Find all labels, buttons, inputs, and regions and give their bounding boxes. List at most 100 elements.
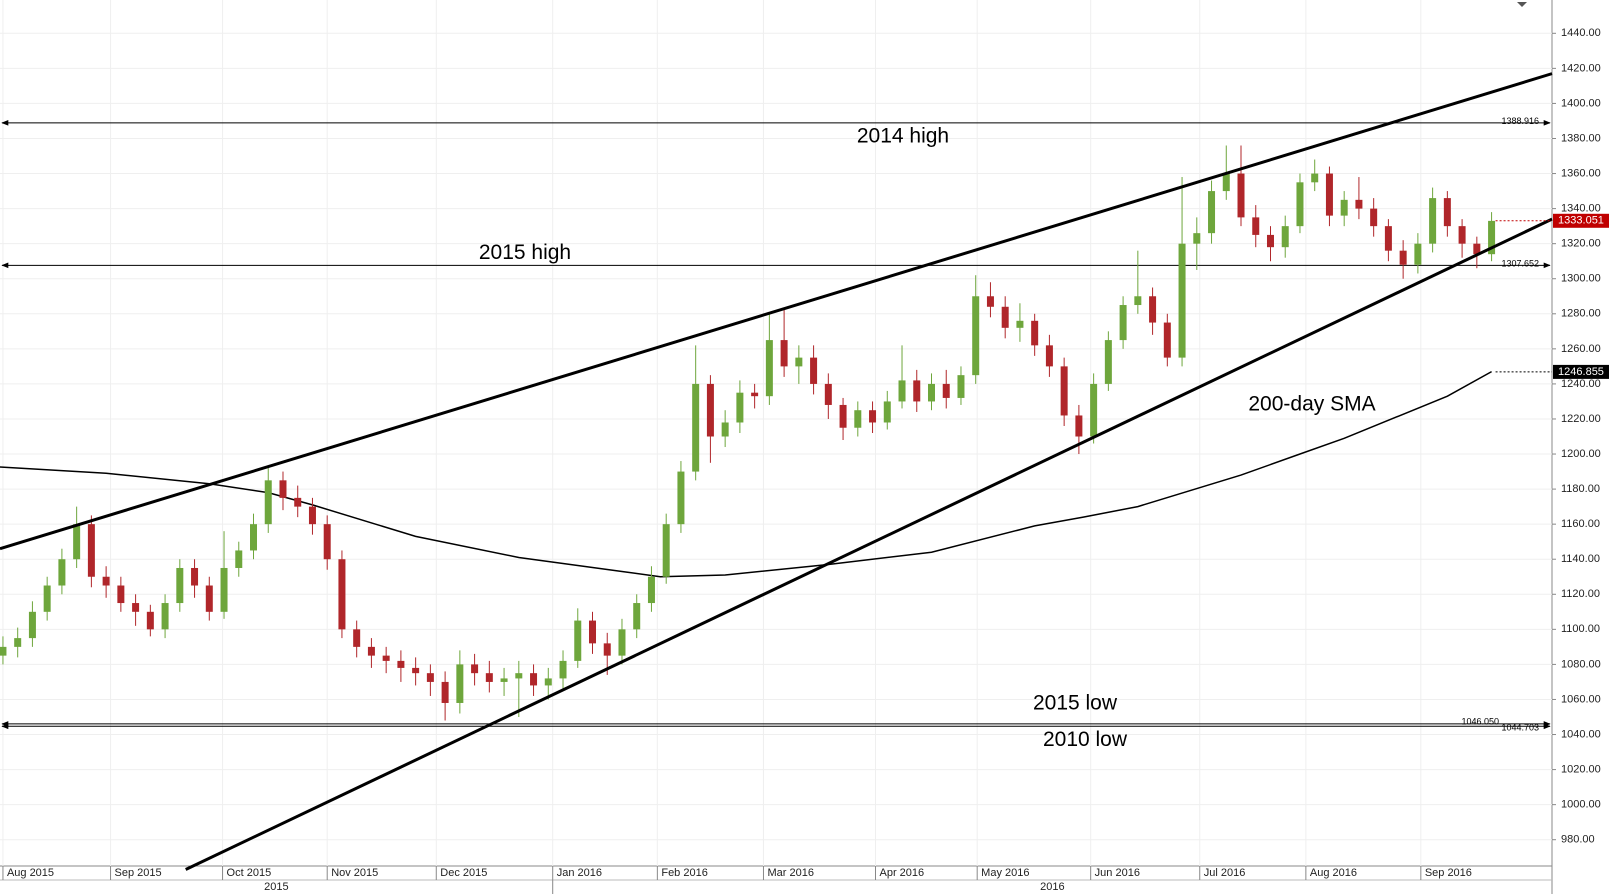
x-tick-label: Mar 2016 (767, 867, 813, 879)
candle-body (589, 620, 597, 644)
candle-body (1370, 208, 1378, 227)
y-tick-label: 1220.00 (1561, 413, 1601, 425)
candle-body (1443, 198, 1451, 227)
candle-body (869, 410, 877, 423)
candle-body (1488, 220, 1496, 255)
level-name: 2015 high (479, 241, 571, 264)
price-tag (1553, 364, 1609, 379)
candle-body (146, 611, 154, 630)
y-tick-label: 1120.00 (1561, 588, 1600, 600)
candle-body (1208, 191, 1216, 234)
candle-body (1134, 296, 1142, 306)
x-tick-label: Jul 2016 (1204, 867, 1246, 879)
candle-body (736, 392, 744, 423)
y-tick-label: 1140.00 (1561, 553, 1600, 565)
candle-body (692, 383, 700, 472)
sma-label: 200-day SMA (1248, 393, 1375, 416)
candle-body (1340, 199, 1348, 216)
candle-body (87, 524, 95, 577)
level-name: 2010 low (1043, 728, 1128, 751)
candle-body (1222, 173, 1230, 192)
candle-body (1252, 217, 1260, 235)
y-tick-label: 1080.00 (1561, 658, 1601, 670)
candle-body (1399, 250, 1407, 265)
candle-body (1473, 243, 1481, 255)
candle-body (500, 678, 508, 682)
candle-body (294, 497, 302, 507)
x-tick-label: Jan 2016 (557, 867, 602, 879)
candle-body (530, 673, 538, 686)
x-tick-label: Aug 2016 (1310, 867, 1357, 879)
x-tick-label: Sep 2016 (1425, 867, 1472, 879)
candle-body (456, 664, 464, 703)
candle-body (397, 660, 405, 668)
y-tick-label: 1000.00 (1561, 799, 1601, 811)
y-tick-label: 1060.00 (1561, 693, 1601, 705)
candle-body (264, 480, 272, 525)
candle-body (1384, 226, 1392, 251)
x-tick-label: Dec 2015 (440, 867, 487, 879)
candle-body (633, 603, 641, 630)
candle-body (1060, 366, 1068, 416)
candle-body (117, 585, 125, 604)
year-label: 2015 (264, 881, 288, 893)
candle-body (942, 383, 950, 398)
y-tick-label: 1260.00 (1561, 343, 1601, 355)
candle-body (559, 660, 567, 679)
y-tick-label: 1380.00 (1561, 132, 1601, 144)
candle-body (338, 559, 346, 630)
candle-body (426, 673, 434, 682)
x-tick-label: Feb 2016 (661, 867, 707, 879)
candle-body (1193, 233, 1201, 244)
candle-body (1458, 226, 1466, 244)
trendline (0, 72, 1553, 551)
y-tick-label: 1180.00 (1561, 483, 1600, 495)
candle-body (706, 383, 714, 437)
y-tick-label: 1200.00 (1561, 448, 1601, 460)
candle-body (279, 480, 287, 498)
candle-body (353, 629, 361, 647)
y-tick-label: 1100.00 (1561, 623, 1600, 635)
candle-body (176, 567, 184, 604)
candle-body (58, 559, 66, 586)
candle-body (43, 585, 51, 612)
candle-body (132, 603, 140, 612)
price-tag (1553, 213, 1609, 228)
candle-body (235, 550, 243, 568)
candle-body (972, 296, 980, 376)
candle-body (441, 681, 449, 703)
candle-body (721, 422, 729, 437)
price-tag-label: 1333.051 (1558, 215, 1604, 227)
menu-arrow[interactable] (1517, 2, 1527, 7)
candle-body (1311, 173, 1319, 183)
candle-body (810, 357, 818, 384)
candle-body (986, 296, 994, 307)
x-tick-label: May 2016 (981, 867, 1029, 879)
y-tick-label: 1440.00 (1561, 27, 1601, 39)
candle-body (367, 646, 375, 656)
candle-body (1355, 199, 1363, 209)
level-value-label: 1046.050 (1461, 716, 1499, 726)
candle-body (471, 664, 479, 674)
candle-body (854, 410, 862, 428)
candle-body (515, 673, 523, 679)
candle-body (1149, 296, 1157, 323)
price-tag-label: 1246.855 (1558, 366, 1604, 378)
candle-body (618, 629, 626, 656)
candle-body (1001, 306, 1009, 328)
candle-body (662, 524, 670, 577)
y-tick-label: 1340.00 (1561, 203, 1601, 215)
x-tick-label: Oct 2015 (227, 867, 272, 879)
y-tick-label: 1040.00 (1561, 728, 1601, 740)
candle-body (647, 576, 655, 604)
candle-body (308, 506, 316, 525)
candle-body (102, 576, 110, 586)
level-name: 2015 low (1033, 691, 1118, 714)
candle-body (220, 567, 228, 612)
candle-body (1163, 322, 1171, 358)
y-tick-label: 1320.00 (1561, 238, 1601, 250)
y-tick-label: 1280.00 (1561, 308, 1601, 320)
